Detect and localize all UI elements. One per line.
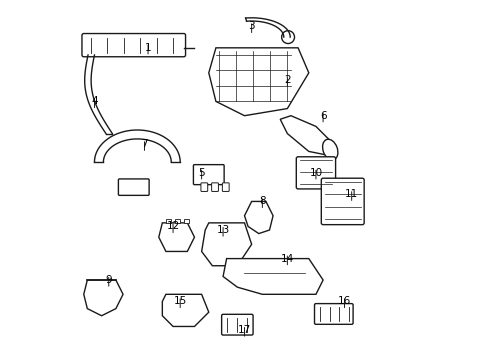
Circle shape xyxy=(281,31,294,44)
FancyBboxPatch shape xyxy=(118,179,149,195)
Polygon shape xyxy=(83,280,123,316)
Text: 6: 6 xyxy=(319,111,325,121)
Text: 8: 8 xyxy=(259,197,265,206)
Text: 15: 15 xyxy=(173,296,186,306)
Polygon shape xyxy=(208,48,308,116)
Text: 1: 1 xyxy=(144,43,151,53)
FancyBboxPatch shape xyxy=(193,165,224,185)
Text: 16: 16 xyxy=(337,296,350,306)
Bar xyxy=(165,219,171,223)
FancyBboxPatch shape xyxy=(222,183,229,192)
Text: 4: 4 xyxy=(91,96,98,107)
Text: 5: 5 xyxy=(198,168,204,178)
Bar xyxy=(175,219,180,223)
Text: 14: 14 xyxy=(280,253,293,264)
Text: 10: 10 xyxy=(309,168,322,178)
Polygon shape xyxy=(159,223,194,251)
Text: 12: 12 xyxy=(166,221,179,231)
FancyBboxPatch shape xyxy=(296,157,335,189)
Bar xyxy=(183,219,189,223)
Text: 17: 17 xyxy=(237,325,251,335)
Polygon shape xyxy=(244,202,272,234)
FancyBboxPatch shape xyxy=(321,178,364,225)
FancyBboxPatch shape xyxy=(211,183,218,192)
FancyBboxPatch shape xyxy=(201,183,207,192)
Text: 9: 9 xyxy=(105,275,112,285)
Text: 13: 13 xyxy=(216,225,229,235)
Ellipse shape xyxy=(322,139,337,160)
FancyBboxPatch shape xyxy=(221,314,253,335)
Text: 2: 2 xyxy=(284,75,290,85)
Text: 7: 7 xyxy=(141,139,147,149)
FancyBboxPatch shape xyxy=(314,303,352,324)
Polygon shape xyxy=(201,223,251,266)
Text: 3: 3 xyxy=(248,21,254,31)
Polygon shape xyxy=(162,294,208,327)
Polygon shape xyxy=(223,258,323,294)
FancyBboxPatch shape xyxy=(82,33,185,57)
Text: 11: 11 xyxy=(345,189,358,199)
Polygon shape xyxy=(280,116,333,155)
